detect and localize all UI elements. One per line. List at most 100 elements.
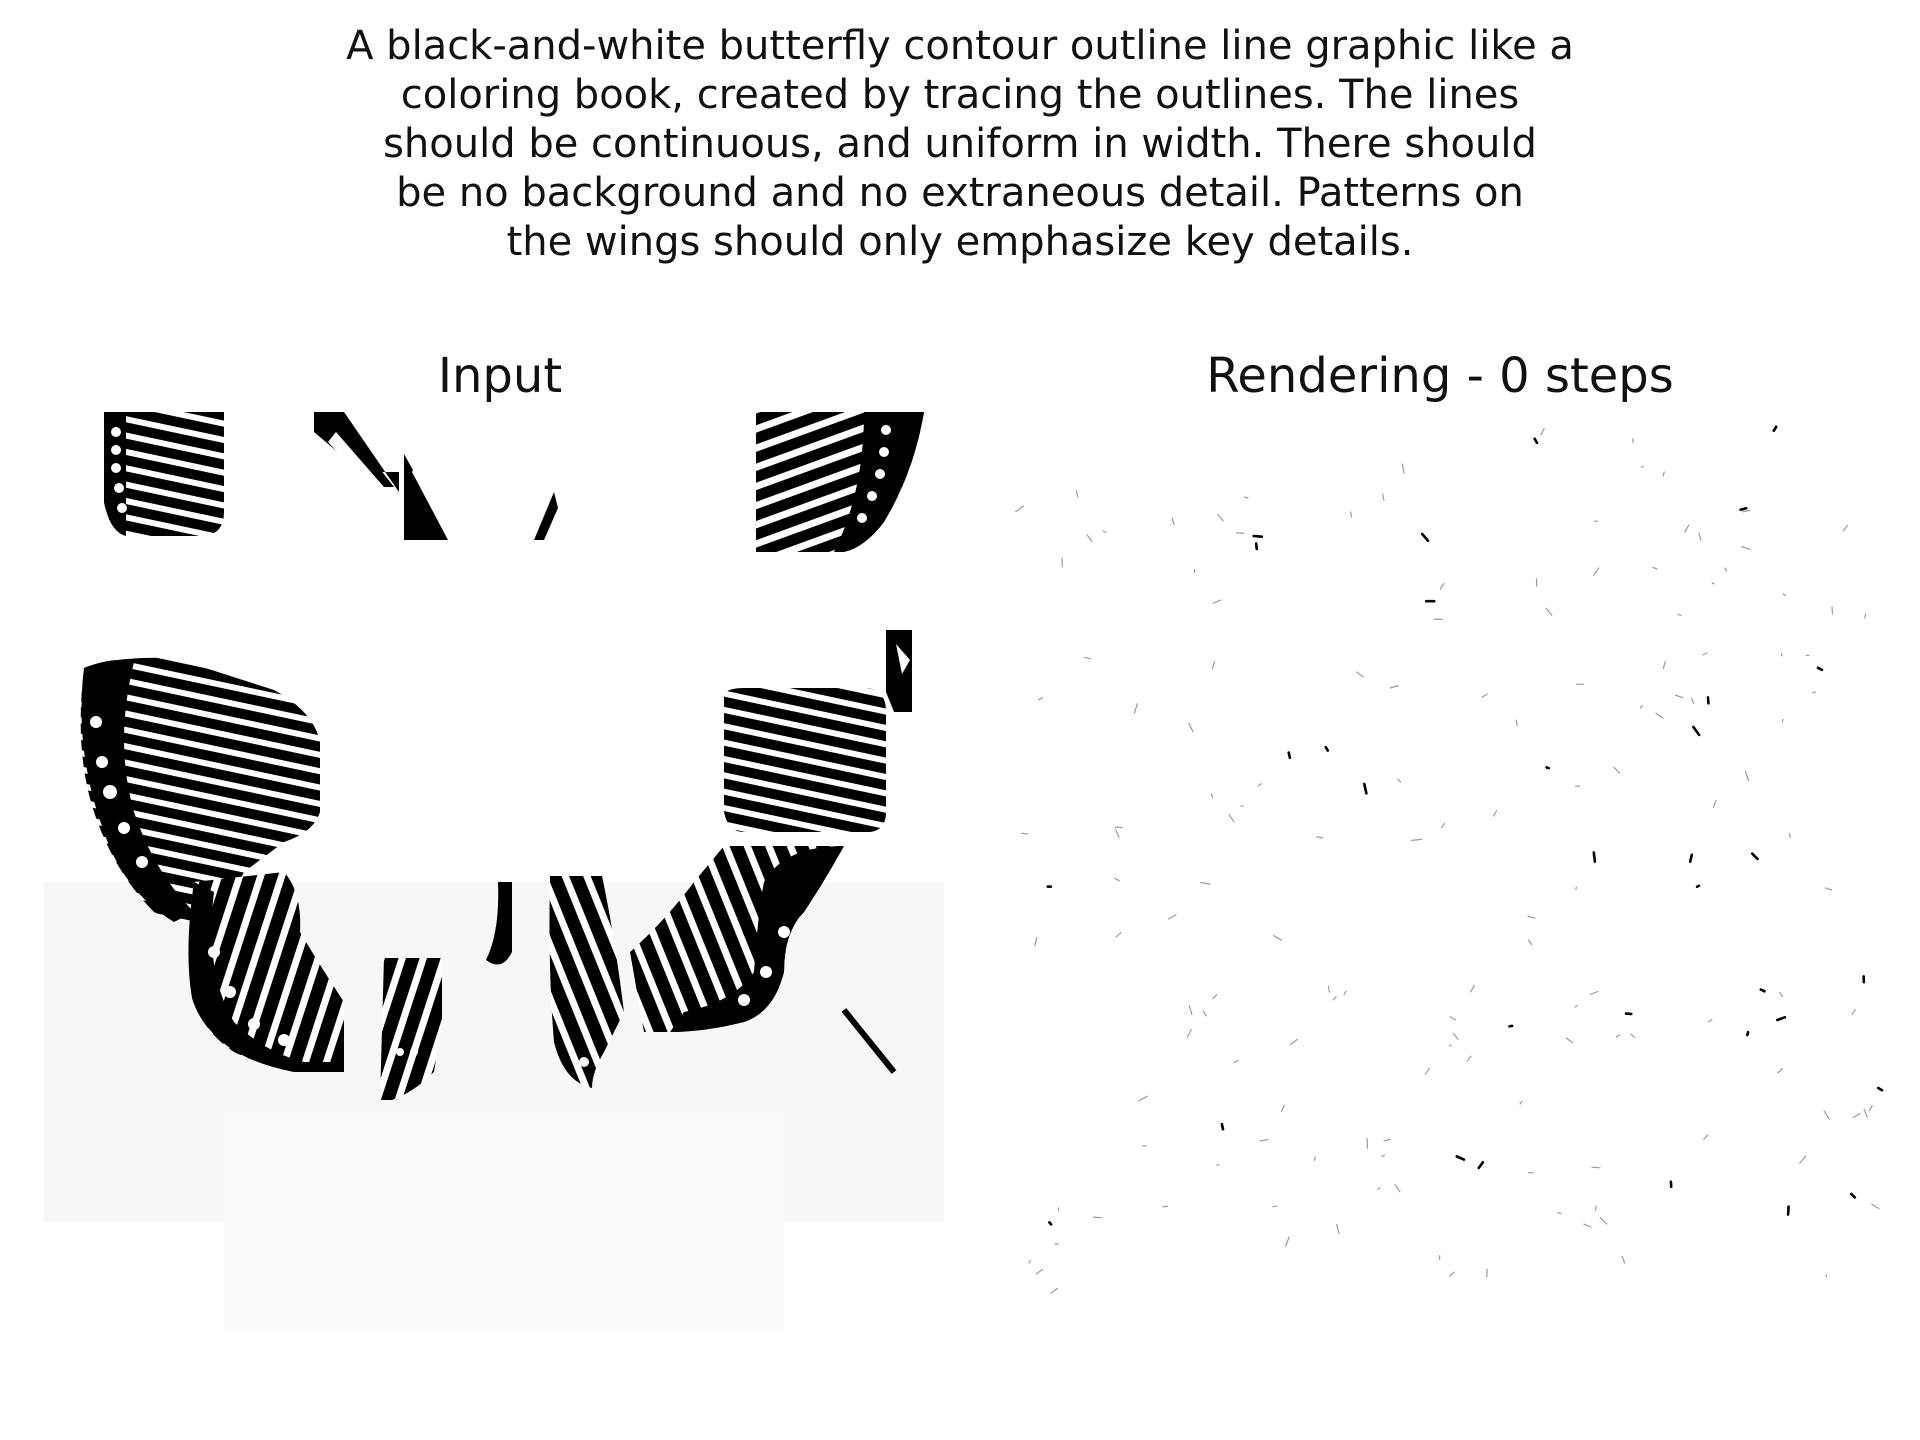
speck <box>1449 1271 1455 1277</box>
speck <box>1034 936 1038 947</box>
wing-fragment <box>380 958 442 1100</box>
speck <box>1200 881 1211 885</box>
speck <box>1466 1055 1472 1062</box>
speck <box>1233 1059 1239 1064</box>
speck <box>1441 822 1446 829</box>
speck <box>1115 829 1120 838</box>
speck <box>1630 1033 1636 1038</box>
speck <box>1692 725 1701 737</box>
speck <box>1439 582 1445 590</box>
speck <box>1540 427 1545 436</box>
speck <box>1825 1273 1828 1278</box>
speck <box>1781 718 1784 722</box>
speck <box>1244 496 1249 499</box>
speck <box>1662 471 1665 477</box>
input-panel-title: Input <box>437 348 563 404</box>
speck <box>1449 1044 1452 1048</box>
speck <box>1313 1156 1316 1162</box>
speck <box>1876 1086 1884 1092</box>
speck <box>1515 719 1518 727</box>
wing-fragment <box>630 846 844 1032</box>
speck <box>1702 652 1708 656</box>
speck <box>1452 1032 1459 1040</box>
speck <box>1592 851 1597 863</box>
speck <box>1394 1183 1401 1193</box>
wing-fragment <box>188 872 344 1072</box>
rendering-panel-title: Rendering - 0 steps <box>1206 348 1674 404</box>
speck <box>1724 567 1728 572</box>
wing-fragment <box>841 1008 897 1074</box>
speck <box>1695 884 1701 889</box>
speck <box>1252 534 1264 538</box>
speck <box>1519 1100 1523 1105</box>
speck <box>1674 694 1684 699</box>
speck <box>1470 984 1476 993</box>
speck <box>1799 1155 1807 1164</box>
speck <box>1652 566 1658 570</box>
speck <box>1477 1160 1485 1170</box>
speck <box>1188 722 1194 733</box>
speck <box>1816 666 1824 672</box>
speck <box>1254 542 1259 551</box>
speck <box>1327 985 1330 993</box>
speck <box>1684 524 1690 533</box>
wing-fragment <box>886 630 912 712</box>
speck <box>1086 534 1093 543</box>
speck <box>1655 712 1664 719</box>
speck <box>1332 996 1337 1001</box>
speck <box>1168 914 1177 920</box>
wing-fragment <box>756 412 924 552</box>
speck <box>1021 832 1029 835</box>
speck <box>1092 1216 1103 1219</box>
speck <box>1775 1015 1787 1022</box>
speck <box>1594 1205 1597 1211</box>
speck <box>1411 838 1423 841</box>
prompt-line: A black-and-white butterfly contour outl… <box>346 23 1574 69</box>
rendering-specks <box>1015 425 1884 1294</box>
speck <box>1744 770 1750 781</box>
speck <box>1849 1192 1857 1199</box>
speck <box>1711 581 1715 585</box>
speck <box>1114 826 1123 829</box>
prompt-line: coloring book, created by tracing the ou… <box>400 72 1520 118</box>
speck <box>1272 1205 1278 1208</box>
speck <box>1583 1223 1592 1228</box>
speck <box>1389 685 1399 689</box>
speck <box>1115 932 1122 938</box>
speck <box>1707 1018 1713 1023</box>
speck <box>1779 991 1784 998</box>
speck <box>1574 1004 1579 1008</box>
speck <box>1424 1067 1431 1075</box>
speck <box>1745 1030 1750 1037</box>
speck <box>1545 607 1553 616</box>
speck <box>1281 1104 1285 1113</box>
speck <box>1662 660 1666 670</box>
speck <box>1852 1112 1861 1119</box>
speck <box>1285 1236 1290 1247</box>
speck <box>1217 513 1224 522</box>
speck <box>1639 704 1643 709</box>
speck <box>1703 1134 1709 1140</box>
speck <box>1420 532 1430 542</box>
speck <box>1621 1255 1626 1264</box>
speck <box>1481 693 1488 698</box>
speck <box>1455 1155 1466 1161</box>
speck <box>1050 1287 1059 1294</box>
speck <box>1508 1024 1514 1028</box>
speck <box>1037 697 1044 701</box>
speck <box>1134 703 1138 714</box>
input-image <box>44 412 944 1332</box>
speck <box>1028 1259 1031 1264</box>
wing-fragment <box>314 412 558 540</box>
speck <box>1212 599 1222 604</box>
speck <box>1383 1138 1391 1142</box>
speck <box>1868 1105 1873 1112</box>
speck <box>1527 915 1536 919</box>
speck <box>1083 656 1092 660</box>
speck <box>1871 1203 1880 1210</box>
speck <box>1739 506 1748 511</box>
speck <box>1864 613 1867 619</box>
speck <box>1824 887 1833 891</box>
speck <box>1812 691 1817 694</box>
speck <box>1615 1034 1621 1038</box>
